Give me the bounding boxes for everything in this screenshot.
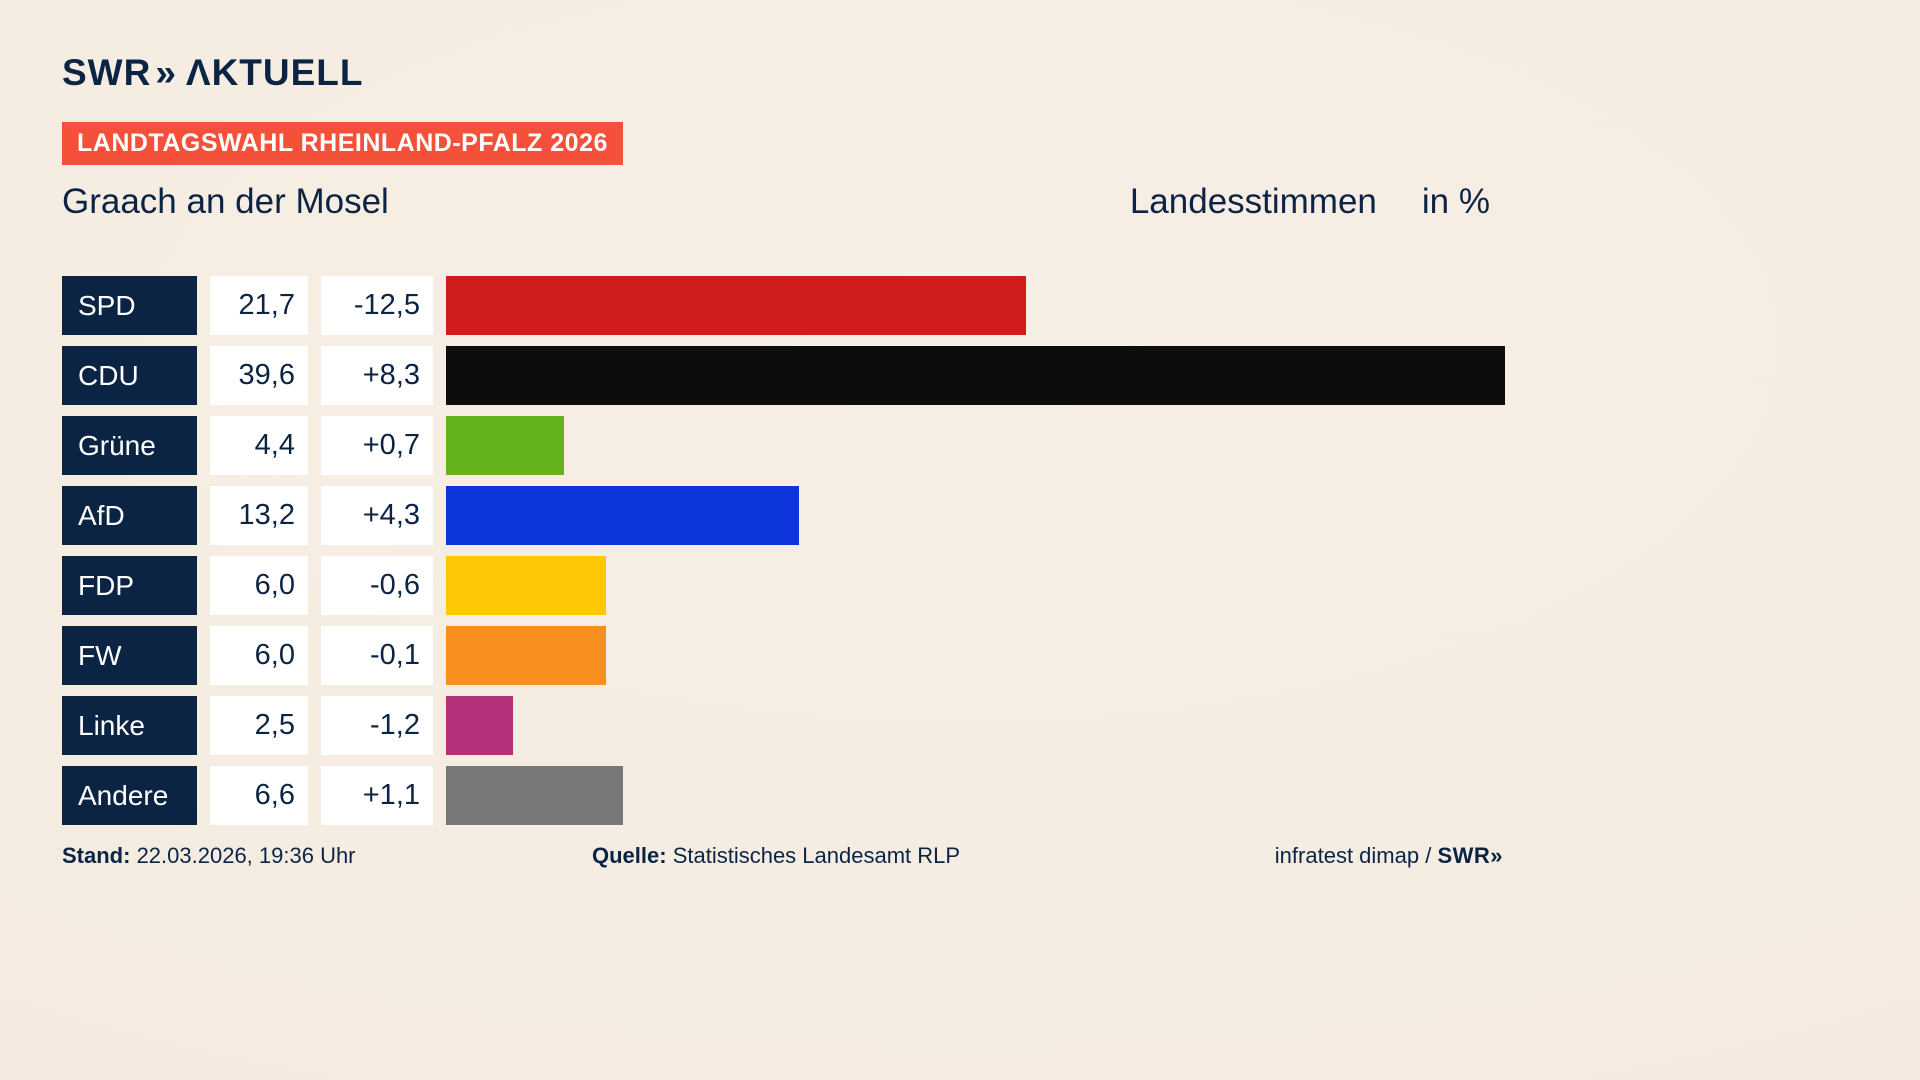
party-bar: [446, 416, 564, 475]
chart-row: Linke 2,5 -1,2: [62, 696, 1505, 755]
party-bar: [446, 276, 1027, 335]
party-value: 39,6: [210, 346, 308, 405]
party-bar: [446, 486, 799, 545]
party-change: -0,1: [321, 626, 433, 685]
footer: Stand: 22.03.2026, 19:36 Uhr Quelle: Sta…: [62, 843, 1503, 869]
party-value: 2,5: [210, 696, 308, 755]
stand-info: Stand: 22.03.2026, 19:36 Uhr: [62, 843, 592, 869]
party-value: 21,7: [210, 276, 308, 335]
bar-track: [446, 276, 1505, 335]
party-bar: [446, 346, 1505, 405]
party-name: AfD: [62, 486, 197, 545]
chart-row: AfD 13,2 +4,3: [62, 486, 1505, 545]
party-value: 6,6: [210, 766, 308, 825]
party-change: -12,5: [321, 276, 433, 335]
chart-row: SPD 21,7 -12,5: [62, 276, 1505, 335]
bar-track: [446, 626, 1505, 685]
chart-row: FW 6,0 -0,1: [62, 626, 1505, 685]
party-name: FDP: [62, 556, 197, 615]
party-change: +8,3: [321, 346, 433, 405]
swr-aktuell-logo: SWR » ΛKTUELL: [62, 52, 364, 94]
party-change: +0,7: [321, 416, 433, 475]
bar-track: [446, 486, 1505, 545]
swr-logo-small: SWR»: [1437, 843, 1503, 868]
stand-label: Stand:: [62, 843, 131, 868]
source-value: Statistisches Landesamt RLP: [666, 843, 961, 868]
bar-track: [446, 766, 1505, 825]
source-info: Quelle: Statistisches Landesamt RLP: [592, 843, 1275, 869]
party-name: CDU: [62, 346, 197, 405]
party-name: SPD: [62, 276, 197, 335]
party-bar: [446, 556, 607, 615]
title-row: Graach an der Mosel Landesstimmen in %: [62, 182, 1490, 222]
party-value: 4,4: [210, 416, 308, 475]
party-change: -0,6: [321, 556, 433, 615]
party-change: +1,1: [321, 766, 433, 825]
bar-track: [446, 696, 1505, 755]
chevrons-icon: »: [155, 52, 175, 93]
bar-track: [446, 416, 1505, 475]
page-title: Graach an der Mosel: [62, 182, 389, 221]
party-value: 6,0: [210, 626, 308, 685]
bar-track: [446, 556, 1505, 615]
party-name: Linke: [62, 696, 197, 755]
vote-type-label: Landesstimmen: [1129, 182, 1377, 221]
party-name: Grüne: [62, 416, 197, 475]
stand-value: 22.03.2026, 19:36 Uhr: [130, 843, 356, 868]
logo-swr-text: SWR: [62, 52, 152, 93]
chart-row: CDU 39,6 +8,3: [62, 346, 1505, 405]
party-bar: [446, 696, 513, 755]
unit-label: in %: [1421, 182, 1490, 221]
chart-row: Grüne 4,4 +0,7: [62, 416, 1505, 475]
party-change: -1,2: [321, 696, 433, 755]
party-value: 6,0: [210, 556, 308, 615]
party-change: +4,3: [321, 486, 433, 545]
party-name: Andere: [62, 766, 197, 825]
party-bar: [446, 626, 607, 685]
subtitle-group: Landesstimmen in %: [1130, 182, 1490, 222]
logo-aktuell-text: ΛKTUELL: [185, 52, 364, 93]
bar-track: [446, 346, 1505, 405]
chart-row: Andere 6,6 +1,1: [62, 766, 1505, 825]
party-value: 13,2: [210, 486, 308, 545]
party-bar: [446, 766, 623, 825]
party-name: FW: [62, 626, 197, 685]
chart-row: FDP 6,0 -0,6: [62, 556, 1505, 615]
credit-text: infratest dimap /: [1274, 843, 1438, 868]
bar-chart: SPD 21,7 -12,5 CDU 39,6 +8,3 Grüne 4,4 +…: [62, 276, 1505, 836]
credit-info: infratest dimap / SWR»: [1275, 843, 1503, 869]
source-label: Quelle:: [592, 843, 667, 868]
election-badge: LANDTAGSWAHL RHEINLAND-PFALZ 2026: [62, 122, 623, 165]
